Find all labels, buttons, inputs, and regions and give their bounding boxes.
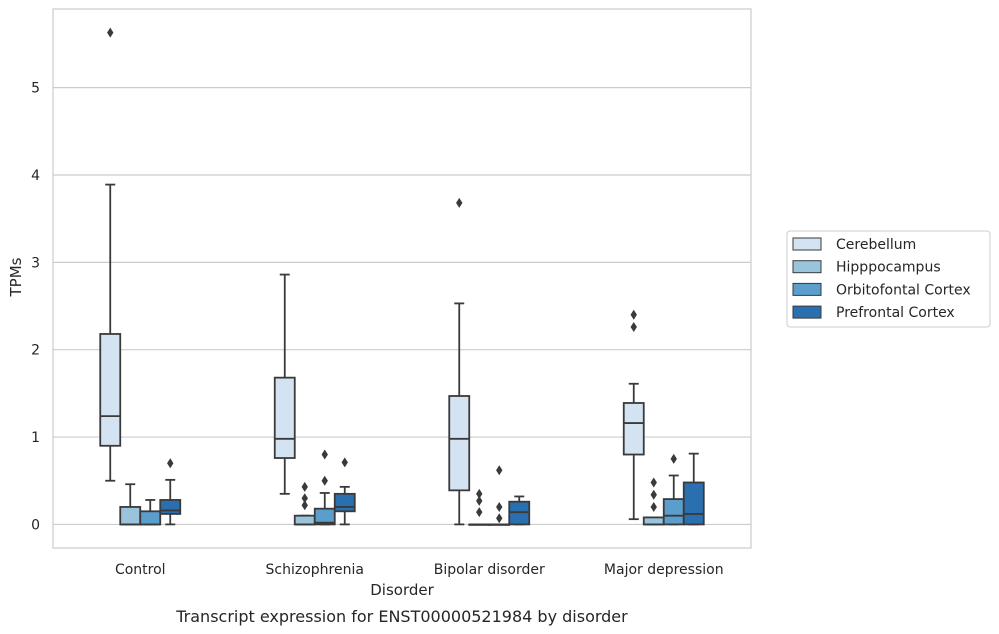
outlier-point [321, 449, 328, 460]
box-body [139, 510, 162, 526]
box-body [273, 376, 296, 459]
plot-frame [52, 8, 752, 549]
y-tick-label: 5 [31, 81, 40, 97]
legend-label: Prefrontal Cortex [836, 305, 955, 321]
box [293, 481, 316, 526]
series-orbitofontal-cortex [139, 449, 685, 526]
x-axis-label: Disorder [370, 581, 434, 599]
legend-label: Cerebellum [836, 237, 916, 253]
box [99, 27, 122, 482]
box [159, 458, 182, 526]
y-tick-label: 1 [31, 430, 40, 446]
legend-label: Orbitofontal Cortex [836, 282, 971, 298]
box [273, 273, 296, 495]
box [488, 465, 511, 526]
y-tick-label: 2 [31, 343, 40, 359]
box [139, 499, 162, 526]
box-body [642, 516, 665, 526]
outlier-point [650, 477, 657, 488]
outlier-point [496, 513, 503, 524]
legend: Cerebellum Hipppocampus Orbitofontal Corte… [786, 230, 991, 328]
box [119, 483, 142, 526]
box-body [448, 395, 471, 492]
outlier-point [476, 507, 483, 518]
box-body [333, 492, 356, 513]
legend-swatch [792, 282, 822, 296]
outlier-point [630, 321, 637, 332]
y-gridlines [53, 87, 751, 526]
x-tick-label: Control [115, 562, 166, 578]
series-prefrontal-cortex [159, 452, 705, 526]
outlier-point [476, 488, 483, 499]
box-body [622, 402, 645, 456]
outlier-point [301, 493, 308, 504]
box-body [119, 506, 142, 526]
chart-caption: Transcript expression for ENST0000052198… [175, 607, 628, 626]
outlier-point [456, 197, 463, 208]
box-groups [99, 27, 705, 526]
box-body [682, 481, 705, 526]
outlier-point [476, 495, 483, 506]
box-body [159, 499, 182, 515]
outlier-point [167, 458, 174, 469]
outlier-point [650, 489, 657, 500]
y-tick-labels: 0 1 2 3 4 5 [31, 81, 40, 534]
x-tick-labels: Control Schizophrenia Bipolar disorder Majo… [115, 562, 724, 578]
box-body [99, 333, 122, 447]
box-body [313, 507, 336, 526]
x-tick-label: Bipolar disorder [434, 562, 545, 578]
legend-label: Hipppocampus [836, 260, 941, 276]
outlier-point [107, 27, 114, 38]
series-cerebellum [99, 27, 645, 526]
outlier-point [301, 481, 308, 492]
box [508, 495, 531, 526]
box-body [662, 498, 685, 526]
box [333, 457, 356, 526]
y-axis-label: TPMs [7, 257, 25, 297]
outlier-point [670, 453, 677, 464]
legend-swatch [792, 260, 822, 274]
legend-frame [786, 230, 991, 328]
box-body [293, 514, 316, 526]
y-tick-label: 4 [31, 168, 40, 184]
x-tick-label: Major depression [604, 562, 724, 578]
outlier-point [650, 501, 657, 512]
outlier-point [496, 465, 503, 476]
y-tick-label: 3 [31, 255, 40, 271]
box [682, 452, 705, 526]
box [313, 449, 336, 526]
y-tick-label: 0 [31, 517, 40, 533]
legend-swatch [792, 305, 822, 319]
legend-swatch [792, 237, 822, 251]
box [622, 309, 645, 521]
series-hipppocampus [119, 477, 665, 526]
outlier-point [630, 309, 637, 320]
outlier-point [341, 457, 348, 468]
box [448, 197, 471, 526]
outlier-point [301, 500, 308, 511]
plot-area-background [53, 9, 751, 548]
outlier-point [321, 475, 328, 486]
x-tick-label: Schizophrenia [266, 562, 364, 578]
outlier-point [496, 501, 503, 512]
